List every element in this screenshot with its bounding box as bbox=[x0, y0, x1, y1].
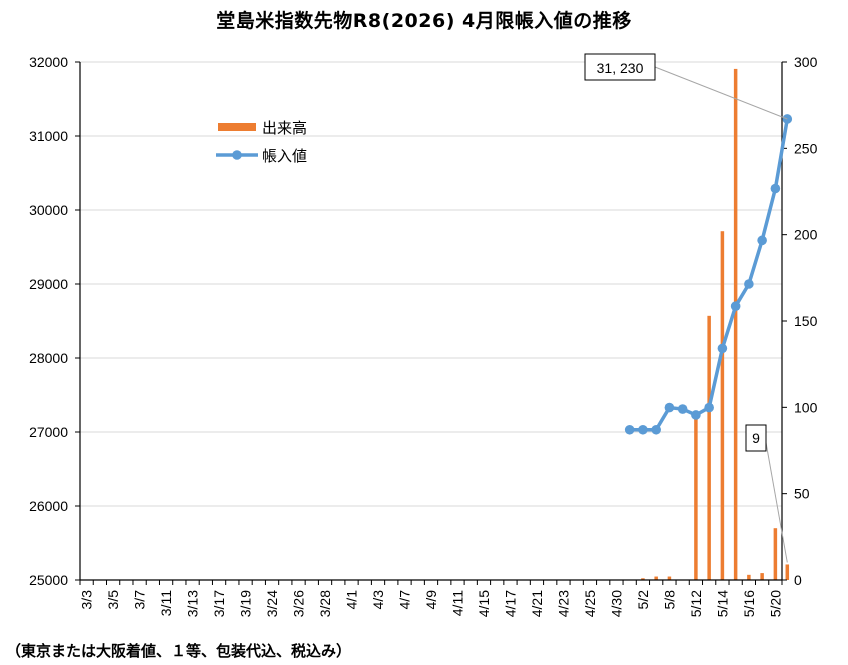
volume-bar bbox=[667, 576, 672, 580]
volume-bar bbox=[641, 578, 645, 580]
settlement-point bbox=[691, 410, 701, 420]
settlement-point bbox=[744, 279, 754, 289]
callout-box-volume bbox=[745, 424, 767, 452]
settlement-point bbox=[757, 235, 767, 246]
callout-box-price bbox=[584, 53, 656, 81]
settlement-point bbox=[624, 424, 635, 435]
callout-leader-volume bbox=[764, 436, 788, 563]
chart-title: 堂島米指数先物R8(2026) 4月限帳入値の推移 bbox=[216, 10, 632, 32]
gridlines bbox=[80, 61, 782, 507]
x-tick-label: 4/7 bbox=[397, 590, 413, 610]
volume-bar bbox=[694, 414, 698, 580]
y-left-tick-label: 26000 bbox=[29, 498, 68, 514]
x-tick-label: 5/14 bbox=[714, 590, 730, 617]
x-tick-label: 4/11 bbox=[449, 590, 465, 616]
y-right-tick-label: 150 bbox=[794, 313, 818, 329]
x-tick-label: 5/2 bbox=[635, 590, 651, 610]
x-tick-label: 4/21 bbox=[529, 590, 545, 617]
x-tick-label: 3/17 bbox=[211, 590, 227, 617]
x-tick-label: 3/11 bbox=[158, 590, 174, 616]
y-left-tick-label: 30000 bbox=[29, 202, 68, 218]
x-tick-label: 4/25 bbox=[582, 590, 598, 617]
volume-bar bbox=[760, 573, 764, 580]
x-tick-label: 3/3 bbox=[79, 590, 95, 610]
callout-label-price: 31, 230 bbox=[597, 60, 644, 76]
legend-swatch-marker bbox=[232, 150, 242, 160]
settlement-line bbox=[624, 114, 793, 435]
x-tick-label: 3/13 bbox=[185, 590, 201, 617]
y-right-tick-label: 100 bbox=[794, 399, 818, 415]
x-tick-label: 5/16 bbox=[741, 590, 757, 617]
x-tick-label: 4/15 bbox=[476, 590, 492, 617]
x-tick-label: 3/7 bbox=[132, 590, 148, 610]
settlement-point bbox=[677, 404, 688, 414]
axes bbox=[75, 61, 787, 585]
y-left-tick-label: 28000 bbox=[29, 350, 68, 366]
settlement-point bbox=[651, 424, 661, 435]
volume-bar bbox=[654, 576, 658, 580]
y-right-tick-label: 250 bbox=[794, 140, 818, 156]
settlement-point bbox=[717, 343, 728, 354]
settlement-point bbox=[770, 183, 781, 194]
x-tick-label: 5/8 bbox=[661, 590, 677, 610]
settlement-point bbox=[638, 424, 648, 435]
x-tick-label: 4/3 bbox=[370, 590, 386, 610]
volume-bar bbox=[707, 315, 711, 580]
y-left-tick-label: 32000 bbox=[29, 54, 68, 70]
settlement-point bbox=[704, 402, 714, 413]
x-tick-label: 3/28 bbox=[317, 590, 333, 617]
volume-bar bbox=[785, 564, 790, 580]
x-tick-label: 3/5 bbox=[105, 590, 121, 610]
callout-leader-price bbox=[654, 66, 788, 120]
volume-bar bbox=[773, 528, 778, 580]
y-left-tick-label: 25000 bbox=[29, 572, 68, 588]
x-tick-label: 4/30 bbox=[608, 590, 624, 617]
x-tick-label: 4/17 bbox=[502, 590, 518, 617]
callouts: 31, 230 9 bbox=[584, 53, 788, 563]
legend-swatch-volume bbox=[218, 123, 256, 131]
x-tick-label: 3/24 bbox=[264, 590, 280, 617]
y-right-tick-label: 50 bbox=[794, 486, 810, 502]
volume-bar bbox=[733, 68, 738, 580]
x-tick-label: 5/12 bbox=[688, 590, 704, 617]
y-right-tick-label: 0 bbox=[794, 572, 802, 588]
legend-label-volume: 出来高 bbox=[262, 119, 307, 137]
x-tick-label: 4/23 bbox=[555, 590, 571, 617]
volume-bars bbox=[641, 68, 790, 581]
x-tick-label: 5/20 bbox=[767, 590, 783, 617]
x-tick-label: 4/9 bbox=[423, 590, 439, 610]
y-left-tick-label: 31000 bbox=[29, 128, 68, 144]
tick-labels: 25000 26000 27000 28000 29000 30000 31000 32000… bbox=[29, 54, 818, 617]
y-right-tick-label: 300 bbox=[794, 54, 818, 70]
y-left-tick-label: 27000 bbox=[29, 424, 68, 440]
x-tick-label: 4/1 bbox=[344, 590, 360, 610]
volume-bar bbox=[747, 574, 751, 580]
volume-bar bbox=[720, 231, 725, 581]
y-right-tick-label: 200 bbox=[794, 227, 818, 243]
callout-label-volume: 9 bbox=[752, 430, 760, 446]
x-tick-label: 3/26 bbox=[291, 590, 307, 617]
chart-footnote: （東京または大阪着値、１等、包装代込、税込み） bbox=[6, 642, 352, 660]
y-left-tick-label: 29000 bbox=[29, 276, 68, 292]
settlement-point bbox=[730, 301, 741, 312]
x-tick-label: 3/19 bbox=[238, 590, 254, 617]
settlement-point bbox=[664, 402, 675, 413]
legend-label-settlement: 帳入値 bbox=[262, 147, 307, 165]
